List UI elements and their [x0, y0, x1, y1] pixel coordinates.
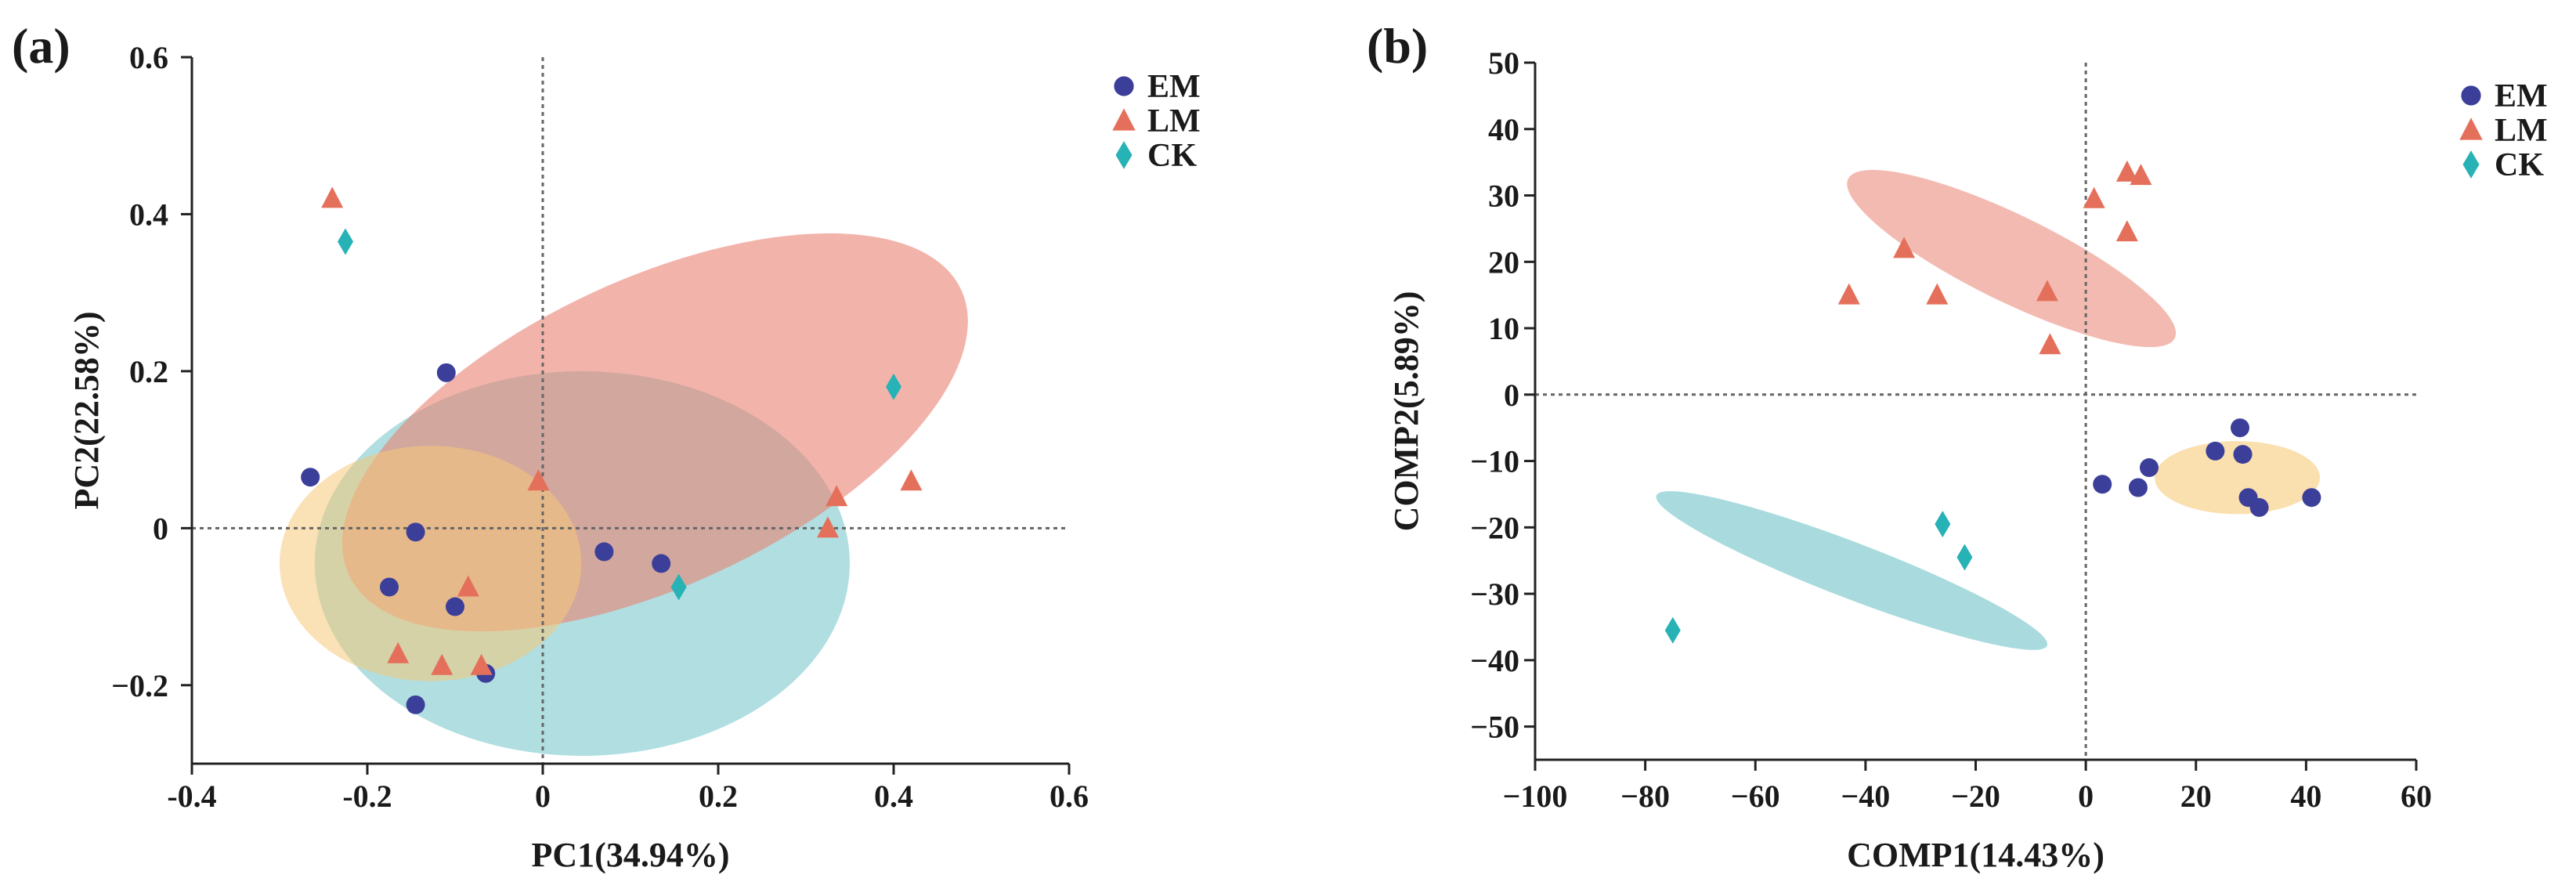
panel-b-x-tick-label: −80 — [1620, 779, 1670, 814]
panel-b-x-tick-label: −40 — [1841, 779, 1890, 814]
panel-b-point-lm — [1926, 283, 1949, 305]
panel-b-y-tick-label: 10 — [1488, 311, 1519, 346]
panel-a-legend-em-marker — [1114, 76, 1134, 96]
panel-a-x-tick-label: 0 — [535, 779, 551, 814]
panel-a-y-tick-label: 0.4 — [129, 197, 168, 232]
panel-a-point-lm — [817, 516, 839, 538]
panel-b-y-tick-label: −40 — [1470, 643, 1519, 678]
panel-a-point-lm — [826, 485, 848, 507]
panel-a-point-em — [446, 597, 464, 616]
panel-a-y-tick-label: −0.2 — [111, 668, 168, 703]
panel-a-y-tick-label: 0 — [153, 511, 168, 546]
panel-b-x-tick-label: 40 — [2290, 779, 2321, 814]
panel-b-plsda-plot: (b) −100 −80 −60 −40 −20 0 20 40 60−50−40−30−20−… — [1367, 18, 2548, 874]
panel-b-ellipse-lm — [1847, 169, 2177, 348]
panel-a-label: (a) — [12, 18, 70, 74]
panel-b-point-lm — [2115, 160, 2138, 182]
panel-b-point-lm — [2130, 164, 2152, 186]
panel-b-point-ck — [1935, 511, 1951, 538]
panel-a-x-tick-label: -0.2 — [342, 779, 392, 814]
panel-b-x-tick-label: −20 — [1951, 779, 2000, 814]
panel-a-x-tick-label: -0.4 — [167, 779, 216, 814]
panel-a-point-ck — [886, 373, 901, 400]
panel-b-x-tick-label: 0 — [2078, 779, 2094, 814]
panel-b-legend-lm-label: LM — [2495, 113, 2548, 149]
panel-b-point-em — [2128, 478, 2148, 497]
panel-a-point-lm — [321, 186, 344, 208]
panel-b-legend-em-marker — [2461, 85, 2481, 106]
panel-a-ellipse-em — [280, 446, 582, 681]
panel-a-x-tick-label: 0.6 — [1050, 779, 1089, 814]
panel-b-point-lm — [2036, 280, 2058, 302]
panel-b-x-tick-label: −100 — [1503, 779, 1568, 814]
panel-b-point-em — [2233, 445, 2253, 464]
panel-a-point-em — [380, 577, 399, 597]
panel-b-legend-em-label: EM — [2495, 78, 2548, 114]
panel-b-point-em — [2249, 497, 2269, 517]
panel-a-legend-lm-label: LM — [1147, 103, 1201, 139]
panel-a-x-tick-label: 0.2 — [699, 779, 738, 814]
panel-b-point-em — [2302, 488, 2321, 508]
panel-b-y-tick-label: −50 — [1470, 710, 1519, 745]
panel-a-y-tick-label: 0.2 — [129, 354, 168, 389]
panel-b-y-tick-label: 40 — [1488, 112, 1519, 147]
panel-b-point-lm — [1837, 283, 1860, 305]
panel-b-point-lm — [2039, 333, 2061, 355]
panel-a-legend-lm-marker — [1112, 108, 1136, 131]
panel-a-point-lm — [431, 653, 453, 675]
panel-a-point-lm — [527, 469, 550, 491]
panel-a-point-ck — [670, 573, 687, 601]
panel-b-x-tick-label: 20 — [2180, 779, 2212, 814]
panel-b-point-em — [2231, 418, 2249, 438]
panel-b-point-em — [2206, 441, 2225, 461]
panel-b-y-tick-label: 30 — [1488, 179, 1519, 214]
panel-b-label: (b) — [1367, 18, 1428, 74]
panel-a-point-em — [406, 522, 425, 542]
panel-b-point-lm — [2115, 220, 2138, 242]
panel-b-x-axis-title: COMP1(14.43%) — [1847, 836, 2105, 874]
panel-a-y-tick-label: 0.6 — [129, 40, 168, 75]
panel-b-point-em — [2093, 475, 2112, 494]
panel-b-y-axis-title: COMP2(5.89%) — [1387, 291, 1425, 532]
panel-a-pca-plot: (a) -0.4 -0.2 0 0.2 0.4 0.6 −0.2 0 0.2 0.4 0.6 PC1(… — [12, 18, 1201, 874]
panel-a-legend-ck-marker — [1115, 141, 1133, 169]
panel-a-point-em — [594, 542, 614, 562]
panel-a-point-lm — [457, 575, 479, 597]
panel-a-point-lm — [470, 653, 493, 675]
panel-a-point-em — [652, 554, 671, 573]
panel-b-y-tick-label: 0 — [1504, 378, 1519, 413]
panel-a-point-em — [406, 695, 425, 714]
panel-a-point-ck — [338, 228, 353, 255]
panel-a-point-lm — [900, 469, 923, 491]
panel-b-point-lm — [2083, 186, 2105, 208]
panel-b-legend-ck-marker — [2462, 150, 2480, 179]
panel-b-point-ck — [1956, 544, 1973, 571]
panel-b-x-tick-label: 60 — [2401, 779, 2432, 814]
panel-b-point-em — [2139, 458, 2159, 478]
panel-b-point-lm — [1893, 237, 1916, 258]
panel-a-point-em — [436, 363, 456, 382]
panel-b-y-tick-label: −30 — [1470, 576, 1519, 612]
panel-b-point-ck — [1664, 616, 1681, 644]
panel-b-y-tick-label: −10 — [1470, 444, 1519, 479]
panel-b-y-tick-label: 50 — [1488, 45, 1519, 81]
panel-b-x-tick-label: −60 — [1731, 779, 1780, 814]
panel-a-legend-em-label: EM — [1147, 69, 1201, 105]
panel-b-y-tick-label: −20 — [1470, 510, 1519, 545]
panel-a-point-lm — [387, 641, 410, 663]
panel-a-point-em — [301, 468, 320, 487]
panel-a-legend-ck-label: CK — [1147, 138, 1197, 174]
panel-b-ellipse-ck — [1656, 491, 2048, 650]
panel-b-y-tick-label: 20 — [1488, 244, 1519, 280]
panel-b-ellipse-em — [2155, 441, 2320, 515]
panel-a-y-axis-title: PC2(22.58%) — [67, 312, 106, 510]
panel-a-x-axis-title: PC1(34.94%) — [532, 836, 730, 874]
panel-b-legend-ck-label: CK — [2495, 147, 2544, 183]
panel-a-x-tick-label: 0.4 — [874, 779, 913, 814]
panel-b-legend-lm-marker — [2459, 117, 2483, 140]
